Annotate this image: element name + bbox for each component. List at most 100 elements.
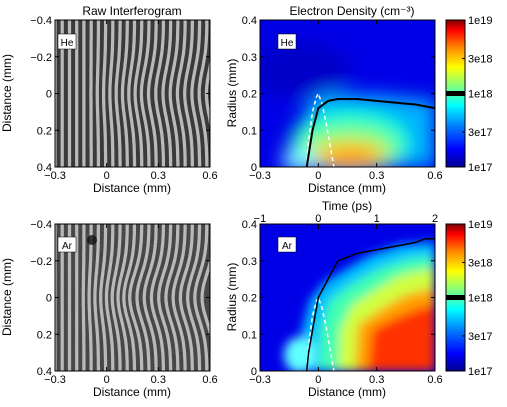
colorbar-tick-label: 3e17 [468, 127, 492, 139]
fringe [127, 20, 137, 167]
y-tick-label: 0.2 [37, 125, 52, 137]
x2-tick-label: 1 [374, 213, 380, 225]
y-tick-label: 0.2 [242, 293, 257, 305]
colorbar-tick-label: 3e18 [468, 53, 492, 65]
density-he-ylabel: Radius (mm) [225, 59, 239, 128]
interferogram-he-axes: −0.3 0 0.3 0.6 −0.4 −0.2 0 0.2 0.4 [30, 15, 217, 182]
gas-label-ar-1: Ar [62, 241, 73, 252]
x-tick-label: 0.6 [202, 170, 217, 182]
density-ar-dashed-contour [305, 295, 335, 371]
colorbar-tick-label: 1e17 [468, 366, 492, 378]
x2-tick-label: −1 [254, 213, 267, 225]
gas-label-ar-2: Ar [282, 241, 293, 252]
x-tick-label: −0.3 [44, 374, 66, 386]
y-tick-label: 0.4 [37, 162, 52, 174]
x-tick-label: 0.3 [151, 374, 166, 386]
x-tick-label: 0 [104, 170, 110, 182]
x-tick-label: 0.3 [369, 170, 384, 182]
y-tick-label: 0 [251, 366, 257, 378]
density-ar-ylabel: Radius (mm) [225, 263, 239, 332]
fringe [101, 20, 108, 167]
colorbar-tick-label: 1e19 [468, 219, 492, 231]
density-he-panel: He −0.3 0 0.3 0.600.10.20.30.4 Distance (mm… [225, 15, 443, 195]
density-ar-field [284, 242, 435, 371]
gas-label-box-he-1 [57, 33, 77, 50]
gas-label-he-2: He [281, 38, 294, 49]
fringe [154, 20, 166, 167]
colorbar-threshold-marker [446, 295, 465, 300]
y-tick-label: 0 [46, 293, 52, 305]
fringe [168, 20, 180, 167]
colorbar-threshold-marker [446, 91, 465, 96]
interferogram-he-panel: He −0.3 0 0.3 0.6 −0.4 −0.2 0 0.2 0.4 Distance (… [0, 15, 218, 195]
y-tick-label: −0.4 [30, 219, 52, 231]
density-he-xlabel: Distance (mm) [308, 181, 386, 195]
density-ar-threshold-contour [305, 237, 435, 371]
gas-label-he-1: He [61, 38, 74, 49]
fringe [108, 20, 115, 167]
x-tick-label: 0.6 [427, 170, 442, 182]
density-he-threshold-contour [305, 98, 435, 167]
y-tick-label: 0.3 [242, 52, 257, 64]
fringe [120, 20, 129, 167]
gas-label-box-ar-2 [277, 236, 297, 253]
colorbar-tick-label: 3e17 [468, 331, 492, 343]
y-tick-label: 0.2 [37, 329, 52, 341]
interferogram-ar-panel: Ar −0.3 0 0.3 0.6 −0.4 −0.2 0 0.2 0.4 Distance (… [0, 219, 218, 399]
interferogram-he-xlabel: Distance (mm) [93, 181, 171, 195]
y-tick-label: −0.2 [30, 52, 52, 64]
x-tick-label: 0 [104, 374, 110, 386]
x2-tick-label: 2 [432, 213, 438, 225]
gas-label-box-he-2 [277, 33, 297, 50]
y-tick-label: 0.4 [242, 15, 257, 27]
interferogram-ar-xlabel: Distance (mm) [93, 385, 171, 399]
colorbar-tick-label: 1e17 [468, 162, 492, 174]
y-tick-label: −0.2 [30, 256, 52, 268]
density-ar-axes: −0.3 0 0.3 0.600.10.20.30.4−1 0 1 2 [242, 213, 443, 386]
y-tick-label: 0.2 [242, 89, 257, 101]
y-tick-label: 0.1 [242, 125, 257, 137]
x-tick-label: 0 [315, 170, 321, 182]
x-tick-label: 0.6 [427, 374, 442, 386]
x-tick-label: −0.3 [249, 170, 271, 182]
fringe [183, 20, 195, 167]
interferogram-ar-spot [87, 235, 97, 245]
x-tick-label: 0.3 [369, 374, 384, 386]
density-he-dashed-contour [305, 91, 335, 167]
y-tick-label: 0.3 [242, 256, 257, 268]
interferogram-he-ylabel: Distance (mm) [0, 54, 14, 132]
x-tick-label: −0.3 [249, 374, 271, 386]
title-density: Electron Density (cm⁻³) [289, 4, 414, 18]
colorbar-tick-label: 3e18 [468, 257, 492, 269]
y-tick-label: 0.4 [37, 366, 52, 378]
x-tick-label: 0.3 [151, 170, 166, 182]
x-tick-label: 0 [315, 374, 321, 386]
fringe [114, 20, 122, 167]
interferogram-ar-axes: −0.3 0 0.3 0.6 −0.4 −0.2 0 0.2 0.4 [30, 219, 217, 386]
interferogram-ar-noise [55, 224, 210, 371]
colorbar-tick-label: 1e19 [468, 15, 492, 27]
x-tick-label: 0.6 [202, 374, 217, 386]
fringe [146, 20, 158, 167]
density-he-heatmap [260, 20, 435, 167]
interferogram-he-fringes [55, 20, 210, 167]
y-tick-label: 0.1 [242, 329, 257, 341]
fringe [190, 20, 202, 167]
interferogram-ar-ylabel: Distance (mm) [0, 258, 14, 336]
density-ar-top-axis-label: Time (ps) [322, 199, 372, 213]
colorbar-he-ticks: 1e17 3e17 1e18 3e18 1e19 [446, 15, 492, 174]
fringe [133, 20, 144, 167]
density-ar-xlabel: Distance (mm) [308, 385, 386, 399]
fringe [197, 20, 209, 167]
density-ar-panel: Ar −0.3 0 0.3 0.600.10.20.30.4−1 0 1 2 Time (p… [225, 199, 443, 399]
colorbar-tick-label: 1e18 [468, 89, 492, 101]
fringe [139, 20, 151, 167]
colorbar-tick-label: 1e18 [468, 293, 492, 305]
gas-label-box-ar-1 [57, 236, 77, 253]
x2-tick-label: 0 [315, 213, 321, 225]
colorbar-ar-ticks: 1e17 3e17 1e18 3e18 1e19 [446, 219, 492, 378]
y-tick-label: 0 [46, 89, 52, 101]
y-tick-label: 0.4 [242, 219, 257, 231]
density-he-field [260, 42, 435, 167]
